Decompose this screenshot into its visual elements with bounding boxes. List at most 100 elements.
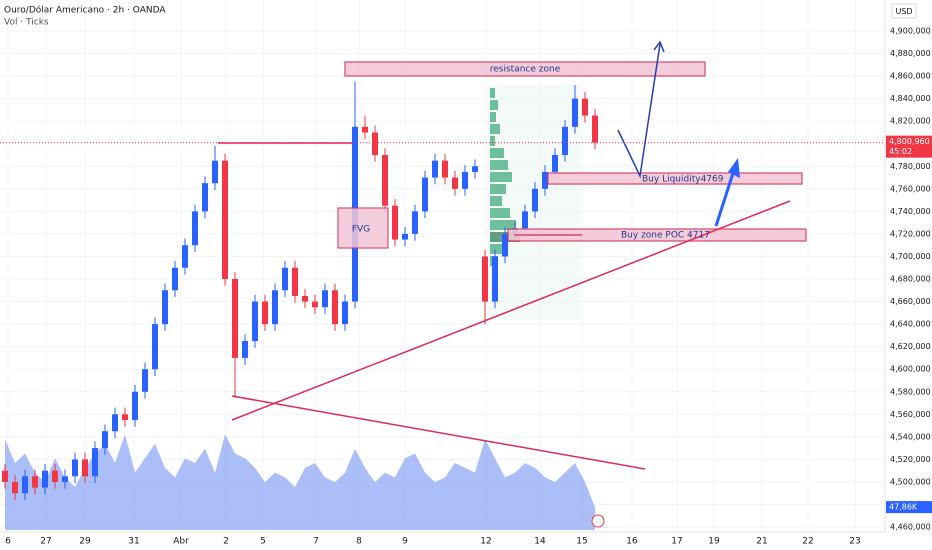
x-tick-label: 22 [802, 537, 813, 547]
y-tick-label: 4,660,000 [890, 297, 931, 306]
candle-body [482, 256, 488, 302]
resistance-zone-box [344, 61, 706, 77]
x-tick-label: 12 [480, 537, 491, 547]
candle-body [582, 98, 588, 116]
x-tick-label: 15 [576, 537, 587, 547]
trend-line-down [231, 395, 646, 470]
candle-body [312, 301, 318, 308]
price-axis [885, 0, 932, 550]
candle-body [82, 459, 88, 477]
annotation: FVG [352, 225, 370, 235]
x-tick-label: 2 [223, 537, 229, 547]
chart-subtitle: Vol · Ticks [4, 18, 49, 28]
trend-line-up [231, 200, 791, 421]
last-volume-box [886, 501, 932, 514]
x-tick-label: 17 [671, 537, 682, 547]
candle-body [432, 160, 438, 178]
y-tick-label: 4,760,000 [890, 184, 931, 193]
volume-layer [5, 434, 595, 530]
y-tick-label: 4,840,000 [890, 94, 931, 103]
candle-body [302, 295, 308, 302]
candle-body [332, 290, 338, 325]
y-tick-label: 4,580,000 [890, 387, 931, 396]
candle-body [272, 290, 278, 325]
candle-body [532, 188, 538, 212]
annotation: Buy zone POC 4717 [621, 231, 710, 241]
x-tick-label: 31 [128, 537, 139, 547]
alert-icon[interactable] [591, 514, 605, 528]
y-tick-label: 4,620,000 [890, 342, 931, 351]
y-tick-label: 4,540,000 [890, 432, 931, 441]
x-tick-label: 14 [534, 537, 546, 547]
blue-arrow-head [728, 158, 740, 178]
drawings: resistance zone FVG Buy Liquidity4769 Bu… [218, 40, 807, 470]
candle-body [182, 245, 188, 268]
candle-body [592, 115, 598, 143]
currency: USD [895, 7, 912, 16]
x-tick-label: 27 [40, 537, 51, 547]
y-tick-label: 4,780,000 [890, 162, 931, 171]
x-tick-label: 29 [79, 537, 91, 547]
candle-body [142, 369, 148, 392]
candle-body [542, 171, 548, 189]
y-tick-label: 4,900,000 [890, 27, 931, 36]
y-tick-label: 4,740,000 [890, 207, 931, 216]
x-tick-label: 8 [356, 537, 362, 547]
arrow-head [653, 40, 665, 53]
candle-body [402, 233, 408, 240]
x-tick-label: 9 [402, 537, 408, 547]
candle-body [52, 470, 58, 482]
candle-body [502, 233, 508, 257]
candle-body [202, 183, 208, 212]
candle-body [422, 177, 428, 212]
x-tick-label: 5 [260, 537, 266, 547]
countdown: 45:02 [889, 147, 912, 156]
candle-body [12, 481, 18, 494]
buy-zone-box [507, 228, 807, 242]
last-price-box [886, 135, 932, 158]
candle-body [382, 155, 388, 206]
candle-body [472, 166, 478, 172]
candle-body [62, 476, 68, 482]
x-tick-label: 21 [756, 537, 767, 547]
candle-body [222, 160, 228, 280]
x-tick-label: 16 [626, 537, 638, 547]
y-tick-label: 4,600,000 [890, 365, 931, 374]
candle-body [442, 160, 448, 178]
y-tick-label: 4,560,000 [890, 410, 931, 419]
candle-body [492, 256, 498, 302]
candle-body [162, 290, 168, 325]
candle-body [392, 205, 398, 240]
annotation: resistance zone [490, 65, 561, 75]
candle-body [72, 459, 78, 477]
candle-body [522, 211, 528, 229]
candle-body [22, 476, 28, 494]
candle-body [212, 160, 218, 184]
currency-box [891, 3, 917, 19]
candle-body [282, 267, 288, 291]
candle-body [92, 448, 98, 477]
candle-body [362, 126, 368, 133]
y-tick-label: 4,680,000 [890, 275, 931, 284]
candle-body [372, 132, 378, 156]
candle-body [342, 301, 348, 325]
candle-body [32, 476, 38, 488]
candle-body [102, 431, 108, 449]
y-tick-label: 4,460,000 [890, 523, 931, 532]
x-tick-label: 6 [5, 537, 11, 547]
chart-title: Ouro/Dólar Americano · 2h · OANDA [4, 5, 166, 16]
candle-body [562, 126, 568, 156]
fvg-box [337, 207, 389, 249]
candle-body [242, 341, 248, 358]
candle-body [42, 470, 48, 488]
candle-body [112, 414, 118, 432]
candle-body [452, 177, 458, 189]
y-tick-label: 4,880,000 [890, 49, 931, 58]
candle-body [132, 391, 138, 420]
projection-arrow [617, 43, 661, 179]
candle-body [322, 290, 328, 308]
annotation: Buy Liquidity4769 [642, 175, 724, 185]
y-tick-label: 4,700,000 [890, 252, 931, 261]
blue-arrow [714, 169, 736, 227]
x-tick-label: Abr [173, 537, 189, 547]
